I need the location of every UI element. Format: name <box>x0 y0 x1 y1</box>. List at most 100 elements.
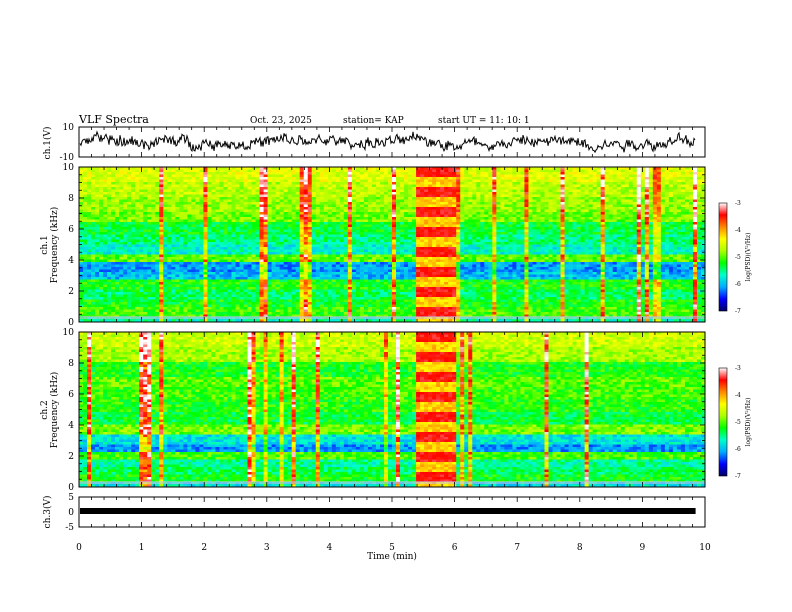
spectrogram-cell <box>371 177 377 180</box>
spectrogram-cell <box>259 214 264 218</box>
spectrogram-cell <box>504 217 509 220</box>
spectrogram-cell <box>107 207 112 210</box>
spectrogram-cell <box>379 229 385 233</box>
spectrogram-cell <box>536 199 541 203</box>
spectrogram-cell <box>436 212 441 215</box>
spectrogram-cell <box>552 174 557 178</box>
spectrogram-cell <box>211 242 216 245</box>
spectrogram-cell <box>351 192 357 195</box>
spectrogram-cell <box>103 217 108 220</box>
spectrogram-cell <box>416 172 421 175</box>
spectrogram-cell <box>127 197 132 200</box>
spectrogram-cell <box>640 219 646 223</box>
spectrogram-cell <box>303 189 309 193</box>
spectrogram-cell <box>239 214 244 218</box>
spectrogram-cell <box>692 229 698 233</box>
spectrogram-cell <box>211 232 216 235</box>
spectrogram-cell <box>528 229 533 233</box>
spectrogram-cell <box>592 172 597 175</box>
spectrogram-cell <box>311 182 317 185</box>
spectrogram-cell <box>91 187 96 190</box>
spectrogram-cell <box>131 187 136 190</box>
spectrogram-cell <box>588 217 593 220</box>
spectrogram-cell <box>560 224 565 228</box>
spectrogram-cell <box>656 169 662 173</box>
spectrogram-cell <box>123 204 128 208</box>
spectrogram-cell <box>468 219 473 223</box>
spectrogram-cell <box>612 184 618 188</box>
spectrogram-cell <box>524 167 529 170</box>
spectrogram-cell <box>660 179 666 183</box>
spectrogram-cell <box>139 217 144 220</box>
spectrogram-cell <box>203 222 208 225</box>
spectrogram-cell <box>99 209 104 213</box>
spectrogram-cell <box>239 199 244 203</box>
spectrogram-cell <box>175 244 180 248</box>
spectrogram-cell <box>632 242 638 245</box>
spectrogram-cell <box>652 169 658 173</box>
spectrogram-cell <box>95 209 100 213</box>
spectrogram-cell <box>576 207 581 210</box>
spectrogram-cell <box>692 207 698 210</box>
spectrogram-cell <box>400 187 405 190</box>
spectrogram-cell <box>103 244 108 248</box>
spectrogram-cell <box>528 204 533 208</box>
spectrogram-cell <box>203 197 208 200</box>
spectrogram-cell <box>311 222 317 225</box>
spectrogram-cell <box>383 234 389 238</box>
spectrogram-cell <box>303 244 309 248</box>
spectrogram-cell <box>95 207 100 210</box>
spectrogram-cell <box>195 184 200 188</box>
spectrogram-cell <box>500 209 505 213</box>
spectrogram-cell <box>644 242 650 245</box>
spectrogram-cell <box>688 169 694 173</box>
spectrogram-cell <box>588 207 593 210</box>
spectrogram-cell <box>311 207 317 210</box>
spectrogram-cell <box>552 202 557 205</box>
spectrogram-cell <box>556 224 561 228</box>
spectrogram-cell <box>215 219 220 223</box>
spectrogram-cell <box>456 182 461 185</box>
spectrogram-cell <box>135 234 140 238</box>
spectrogram-cell <box>432 172 437 175</box>
spectrogram-cell <box>624 237 630 240</box>
spectrogram-cell <box>676 184 682 188</box>
spectrogram-cell <box>612 229 618 233</box>
spectrogram-cell <box>696 242 702 245</box>
spectrogram-cell <box>347 212 353 215</box>
spectrogram-cell <box>676 199 682 203</box>
spectrogram-cell <box>111 234 116 238</box>
spectrogram-cell <box>175 219 180 223</box>
spectrogram-cell <box>628 167 634 170</box>
spectrogram-cell <box>548 212 553 215</box>
spectrogram-cell <box>231 172 236 175</box>
spectrogram-cell <box>303 239 309 243</box>
spectrogram-cell <box>191 237 196 240</box>
spectrogram-cell <box>536 222 541 225</box>
spectrogram-cell <box>159 224 164 228</box>
spectrogram-cell <box>303 237 309 240</box>
spectrogram-cell <box>520 202 525 205</box>
spectrogram-cell <box>267 212 272 215</box>
spectrogram-cell <box>500 242 505 245</box>
spectrogram-cell <box>684 179 690 183</box>
spectrogram-cell <box>664 197 670 200</box>
spectrogram-cell <box>700 217 706 220</box>
spectrogram-cell <box>115 177 120 180</box>
spectrogram-cell <box>371 167 377 170</box>
spectrogram-cell <box>536 212 541 215</box>
spectrogram-cell <box>231 184 236 188</box>
spectrogram-cell <box>436 207 441 210</box>
spectrogram-cell <box>267 184 272 188</box>
spectrogram-cell <box>420 212 425 215</box>
spectrogram-cell <box>359 199 365 203</box>
spectrogram-cell <box>151 239 156 243</box>
spectrogram-cell <box>552 199 557 203</box>
spectrogram-cell <box>287 199 293 203</box>
spectrogram-cell <box>488 179 493 183</box>
spectrogram-cell <box>179 234 184 238</box>
spectrogram-cell <box>416 232 421 235</box>
spectrogram-cell <box>239 189 244 193</box>
spectrogram-cell <box>267 199 272 203</box>
spectrogram-cell <box>612 179 618 183</box>
